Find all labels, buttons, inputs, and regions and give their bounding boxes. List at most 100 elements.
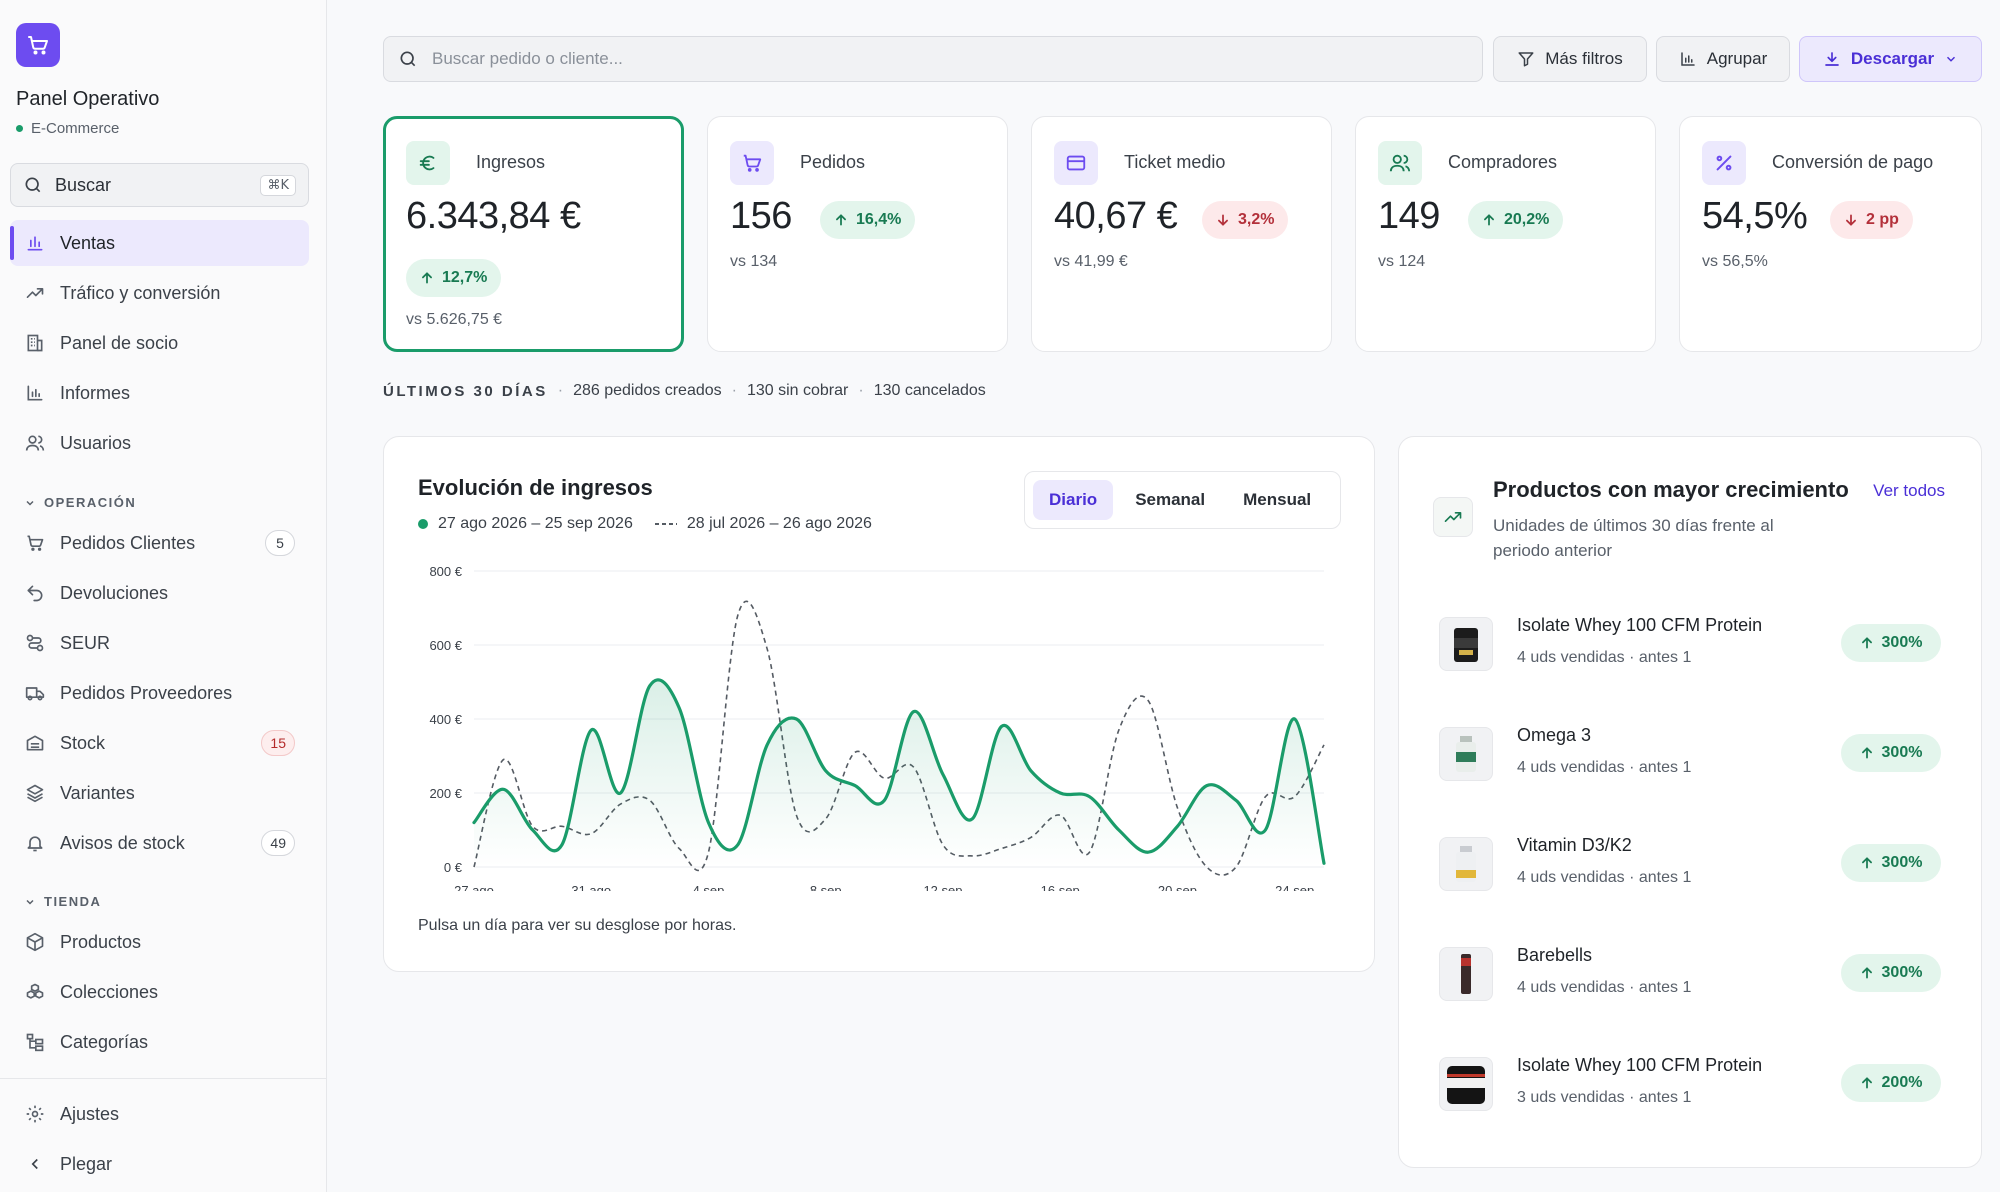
day-point[interactable]	[1165, 814, 1189, 838]
sidebar-item-productos[interactable]: Productos	[10, 919, 309, 965]
day-point[interactable]	[491, 777, 515, 801]
users-icon	[1378, 141, 1422, 185]
day-point[interactable]	[521, 818, 545, 842]
sidebar-item-variantes[interactable]: Variantes	[10, 770, 309, 816]
sidebar-item-stock[interactable]: Stock 15	[10, 720, 309, 766]
day-point[interactable]	[550, 833, 574, 857]
product-thumbnail	[1439, 1057, 1493, 1111]
sidebar-item-usuarios[interactable]: Usuarios	[10, 420, 309, 466]
granularity-toggle: Diario Semanal Mensual	[1024, 471, 1341, 529]
more-filters-button[interactable]: Más filtros	[1493, 36, 1647, 82]
y-tick-label: 200 €	[429, 786, 462, 801]
day-point[interactable]	[579, 718, 603, 742]
tab-semanal[interactable]: Semanal	[1135, 490, 1206, 509]
order-search-input[interactable]: Buscar pedido o cliente...	[383, 36, 1483, 82]
product-row[interactable]: Barebells 4 uds vendidas · antes 1 300%	[1439, 939, 1949, 1009]
day-point[interactable]	[931, 763, 955, 787]
product-thumbnail	[1439, 727, 1493, 781]
day-point[interactable]	[1312, 851, 1336, 875]
kpi-comparison: vs 134	[730, 253, 778, 270]
sidebar-item-label: Plegar	[60, 1153, 113, 1174]
sidebar-item-informes[interactable]: Informes	[10, 370, 309, 416]
day-point[interactable]	[1107, 818, 1131, 842]
day-point[interactable]	[638, 674, 662, 698]
day-point[interactable]	[1253, 818, 1277, 842]
sidebar-item-ajustes[interactable]: Ajustes	[10, 1091, 309, 1137]
product-row[interactable]: Vitamin D3/K2 4 uds vendidas · antes 1 3…	[1439, 829, 1949, 899]
filter-icon	[1518, 52, 1534, 67]
day-point[interactable]	[784, 707, 808, 731]
sidebar-item-ventas[interactable]: Ventas	[10, 220, 309, 266]
day-point[interactable]	[1224, 788, 1248, 812]
collapse-sidebar-button[interactable]: Plegar	[10, 1141, 309, 1187]
day-point[interactable]	[667, 696, 691, 720]
day-point[interactable]	[1019, 759, 1043, 783]
separator: ·	[731, 382, 737, 399]
product-thumbnail	[1439, 617, 1493, 671]
sidebar-search[interactable]: Buscar ⌘K	[10, 163, 309, 207]
section-tienda[interactable]: TIENDA	[24, 894, 101, 909]
kpi-card-ticket-medio[interactable]: Ticket medio 40,67 € 3,2% vs 41,99 €	[1031, 116, 1332, 352]
cart-logo-icon[interactable]	[16, 23, 60, 67]
sidebar-item-pedidos-proveedores[interactable]: Pedidos Proveedores	[10, 670, 309, 716]
sidebar-item-pedidos-clientes[interactable]: Pedidos Clientes 5	[10, 520, 309, 566]
product-row[interactable]: Isolate Whey 100 CFM Protein 3 uds vendi…	[1439, 1049, 1949, 1119]
day-point[interactable]	[872, 788, 896, 812]
download-button[interactable]: Descargar	[1799, 36, 1982, 82]
brand-subtitle: E-Commerce	[16, 120, 119, 137]
sidebar-item-trafico[interactable]: Tráfico y conversión	[10, 270, 309, 316]
day-point[interactable]	[1195, 774, 1219, 798]
day-point[interactable]	[609, 781, 633, 805]
product-row[interactable]: Omega 3 4 uds vendidas · antes 1 300%	[1439, 719, 1949, 789]
day-point[interactable]	[726, 833, 750, 857]
tree-icon	[24, 1031, 46, 1053]
product-row[interactable]: Isolate Whey 100 CFM Protein 4 uds vendi…	[1439, 609, 1949, 679]
day-point[interactable]	[1048, 781, 1072, 805]
day-point[interactable]	[755, 733, 779, 757]
day-point[interactable]	[902, 700, 926, 724]
x-tick-label: 27 ago	[454, 883, 494, 891]
day-point[interactable]	[696, 811, 720, 835]
tab-mensual[interactable]: Mensual	[1243, 490, 1312, 509]
day-point[interactable]	[843, 774, 867, 798]
day-point[interactable]	[1136, 840, 1160, 864]
button-label: Descargar	[1850, 49, 1935, 68]
kpi-comparison: vs 41,99 €	[1054, 253, 1128, 270]
sidebar-item-seur[interactable]: SEUR	[10, 620, 309, 666]
y-tick-label: 800 €	[429, 564, 462, 579]
day-point[interactable]	[960, 807, 984, 831]
sidebar-item-categorias[interactable]: Categorías	[10, 1019, 309, 1065]
sidebar-item-devoluciones[interactable]: Devoluciones	[10, 570, 309, 616]
arrow-up-icon	[1484, 214, 1494, 226]
day-point[interactable]	[814, 759, 838, 783]
tab-diario[interactable]: Diario	[1033, 480, 1114, 520]
chart-hint: Pulsa un día para ver su desglose por ho…	[418, 917, 737, 934]
day-point[interactable]	[1078, 785, 1102, 809]
sidebar-item-colecciones[interactable]: Colecciones	[10, 969, 309, 1015]
legend-previous: 28 jul 2026 – 26 ago 2026	[654, 515, 872, 533]
day-point[interactable]	[990, 714, 1014, 738]
product-meta: 4 uds vendidas · antes 1	[1517, 649, 1692, 666]
kpi-card-compradores[interactable]: Compradores 149 20,2% vs 124	[1355, 116, 1656, 352]
day-point[interactable]	[1283, 707, 1307, 731]
y-tick-label: 600 €	[429, 638, 462, 653]
group-button[interactable]: Agrupar	[1656, 36, 1790, 82]
product-meta: 4 uds vendidas · antes 1	[1517, 759, 1692, 776]
section-operacion[interactable]: OPERACIÓN	[24, 495, 136, 510]
view-all-link[interactable]: Ver todos	[1873, 481, 1945, 500]
product-meta: 3 uds vendidas · antes 1	[1517, 1089, 1692, 1106]
day-point[interactable]	[462, 811, 486, 835]
trending-up-icon	[1433, 497, 1473, 537]
sidebar-item-avisos-stock[interactable]: Avisos de stock 49	[10, 820, 309, 866]
kpi-card-conversion[interactable]: Conversión de pago 54,5% 2 pp vs 56,5%	[1679, 116, 1982, 352]
return-arrow-icon	[24, 582, 46, 604]
kpi-value: 156	[730, 195, 792, 237]
bell-icon	[24, 832, 46, 854]
legend-dot-icon	[418, 519, 428, 529]
summary-label: ÚLTIMOS 30 DÍAS	[383, 382, 548, 400]
kpi-card-pedidos[interactable]: Pedidos 156 16,4% vs 134	[707, 116, 1008, 352]
chart-legend: 27 ago 2026 – 25 sep 2026 28 jul 2026 – …	[418, 515, 872, 533]
revenue-line-chart[interactable]: 0 € 200 € 400 € 600 € 800 € 27 ago 31 ago 4 sep…	[404, 551, 1344, 891]
kpi-card-ingresos[interactable]: Ingresos 6.343,84 € 12,7% vs 5.626,75 €	[383, 116, 684, 352]
sidebar-item-panel-socio[interactable]: Panel de socio	[10, 320, 309, 366]
